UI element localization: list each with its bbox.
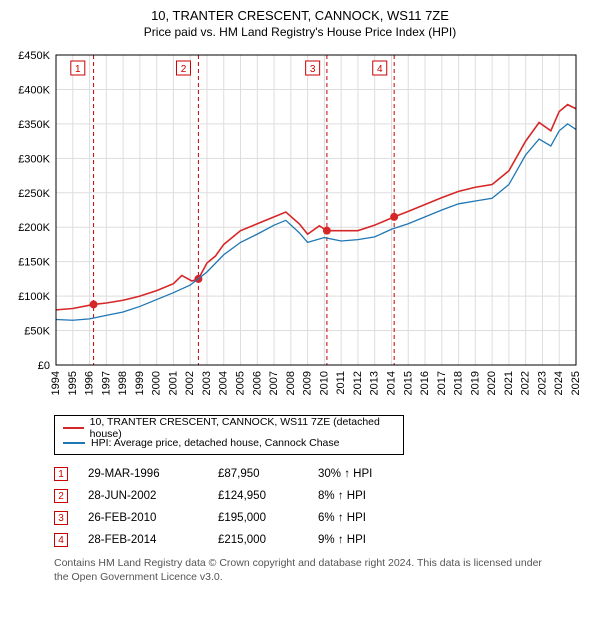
svg-text:2: 2 (181, 64, 187, 75)
transaction-date: 28-JUN-2002 (88, 490, 218, 502)
svg-text:3: 3 (310, 64, 316, 75)
svg-text:2003: 2003 (201, 371, 213, 395)
svg-text:£200K: £200K (18, 222, 50, 234)
svg-text:1994: 1994 (50, 371, 62, 395)
chart-subtitle: Price paid vs. HM Land Registry's House … (10, 25, 590, 39)
transaction-date: 28-FEB-2014 (88, 534, 218, 546)
svg-text:£50K: £50K (24, 326, 50, 338)
svg-text:2019: 2019 (469, 371, 481, 395)
svg-text:2002: 2002 (184, 371, 196, 395)
svg-text:2006: 2006 (251, 371, 263, 395)
svg-text:2018: 2018 (453, 371, 465, 395)
svg-text:1996: 1996 (84, 371, 96, 395)
transaction-marker: 1 (54, 467, 68, 481)
transaction-price: £215,000 (218, 534, 318, 546)
svg-text:2007: 2007 (268, 371, 280, 395)
transaction-row: 4 28-FEB-2014£215,0009% ↑ HPI (54, 529, 590, 551)
transaction-diff: 30% ↑ HPI (318, 468, 418, 480)
svg-text:2020: 2020 (486, 371, 498, 395)
svg-text:2004: 2004 (218, 371, 230, 395)
svg-text:2009: 2009 (302, 371, 314, 395)
svg-text:1: 1 (75, 64, 81, 75)
svg-text:£450K: £450K (18, 50, 50, 62)
transaction-diff: 6% ↑ HPI (318, 512, 418, 524)
svg-text:£350K: £350K (18, 119, 50, 131)
svg-text:1999: 1999 (134, 371, 146, 395)
transaction-date: 29-MAR-1996 (88, 468, 218, 480)
svg-text:£250K: £250K (18, 188, 50, 200)
svg-text:£150K: £150K (18, 257, 50, 269)
footer-attribution: Contains HM Land Registry data © Crown c… (54, 557, 554, 584)
svg-text:4: 4 (377, 64, 383, 75)
svg-text:£400K: £400K (18, 84, 50, 96)
svg-text:2012: 2012 (352, 371, 364, 395)
svg-text:2017: 2017 (436, 371, 448, 395)
svg-text:£300K: £300K (18, 153, 50, 165)
transaction-row: 3 26-FEB-2010£195,0006% ↑ HPI (54, 507, 590, 529)
legend-row: 10, TRANTER CRESCENT, CANNOCK, WS11 7ZE … (63, 420, 395, 435)
legend: 10, TRANTER CRESCENT, CANNOCK, WS11 7ZE … (54, 415, 404, 455)
svg-text:1997: 1997 (100, 371, 112, 395)
svg-text:2023: 2023 (536, 371, 548, 395)
svg-text:2022: 2022 (520, 371, 532, 395)
svg-text:2000: 2000 (151, 371, 163, 395)
transaction-row: 2 28-JUN-2002£124,9508% ↑ HPI (54, 485, 590, 507)
transaction-price: £195,000 (218, 512, 318, 524)
svg-text:2025: 2025 (570, 371, 582, 395)
svg-text:£100K: £100K (18, 291, 50, 303)
chart-title: 10, TRANTER CRESCENT, CANNOCK, WS11 7ZE (10, 8, 590, 23)
transaction-marker: 3 (54, 511, 68, 525)
transaction-price: £87,950 (218, 468, 318, 480)
svg-text:2024: 2024 (553, 371, 565, 395)
transaction-price: £124,950 (218, 490, 318, 502)
svg-text:2010: 2010 (318, 371, 330, 395)
svg-text:2013: 2013 (369, 371, 381, 395)
transaction-marker: 2 (54, 489, 68, 503)
svg-text:2005: 2005 (235, 371, 247, 395)
legend-label: HPI: Average price, detached house, Cann… (91, 437, 339, 449)
svg-text:2021: 2021 (503, 371, 515, 395)
svg-text:1998: 1998 (117, 371, 129, 395)
legend-swatch (63, 442, 85, 444)
legend-swatch (63, 427, 84, 429)
transaction-date: 26-FEB-2010 (88, 512, 218, 524)
price-chart: £0 £50K £100K £150K £200K £250K £300K £350K £400… (10, 45, 590, 405)
svg-text:2014: 2014 (385, 371, 397, 395)
svg-text:2008: 2008 (285, 371, 297, 395)
svg-text:1995: 1995 (67, 371, 79, 395)
chart-svg: £0 £50K £100K £150K £200K £250K £300K £350K £400… (10, 45, 590, 405)
transaction-row: 1 29-MAR-1996£87,95030% ↑ HPI (54, 463, 590, 485)
transaction-marker: 4 (54, 533, 68, 547)
svg-text:2015: 2015 (402, 371, 414, 395)
transaction-diff: 9% ↑ HPI (318, 534, 418, 546)
svg-text:2016: 2016 (419, 371, 431, 395)
svg-text:2011: 2011 (335, 371, 347, 395)
transaction-table: 1 29-MAR-1996£87,95030% ↑ HPI 2 28-JUN-2002… (54, 463, 590, 551)
svg-text:£0: £0 (38, 360, 50, 372)
transaction-diff: 8% ↑ HPI (318, 490, 418, 502)
svg-text:2001: 2001 (167, 371, 179, 395)
